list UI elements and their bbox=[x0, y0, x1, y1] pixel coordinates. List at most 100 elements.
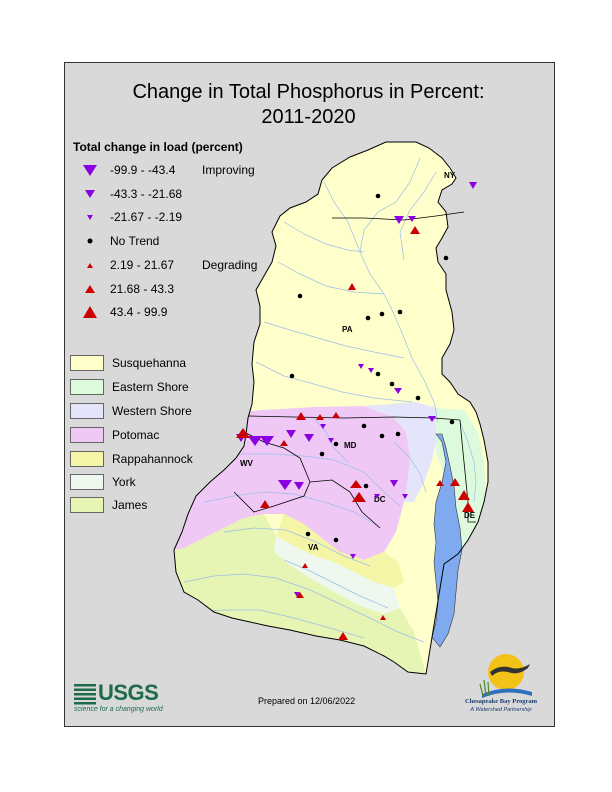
station-degrading-medium bbox=[410, 226, 420, 234]
legend-class-label: -99.9 - -43.4 bbox=[110, 163, 176, 177]
usgs-tagline: science for a changing world bbox=[74, 706, 163, 713]
station-improving-small bbox=[328, 438, 334, 443]
basin-swatch bbox=[70, 403, 104, 419]
station-degrading-small bbox=[316, 414, 324, 420]
station-improving-large bbox=[278, 480, 292, 490]
station-markers bbox=[236, 182, 477, 640]
basin-swatch bbox=[70, 427, 104, 443]
watershed-boundary bbox=[173, 141, 489, 675]
york-region bbox=[274, 536, 400, 614]
basin-swatch bbox=[70, 379, 104, 395]
state-boundaries bbox=[233, 211, 476, 529]
station-improving-small bbox=[320, 424, 326, 429]
station-no-trend bbox=[375, 193, 381, 199]
station-improving-large bbox=[248, 436, 262, 446]
station-improving-medium bbox=[394, 216, 404, 224]
station-degrading-small bbox=[436, 480, 444, 486]
station-improving-small bbox=[394, 388, 402, 394]
legend-class-label: No Trend bbox=[110, 234, 160, 248]
up-triangle-small-icon bbox=[87, 263, 93, 268]
station-degrading-small bbox=[296, 592, 304, 598]
watershed-map: NY PA MD WV DC DE VA bbox=[173, 141, 489, 675]
station-degrading-small bbox=[380, 615, 386, 620]
prepared-date: Prepared on 12/06/2022 bbox=[258, 696, 356, 706]
station-no-trend bbox=[389, 381, 395, 387]
station-no-trend bbox=[319, 451, 325, 457]
station-improving-small bbox=[294, 592, 300, 597]
station-improving-small bbox=[368, 368, 374, 373]
cbp-tagline: A Watershed Partnership bbox=[470, 707, 532, 713]
state-label-de: DE bbox=[464, 511, 476, 520]
usgs-logo-text: USGS bbox=[98, 680, 159, 705]
legend-class-label: 2.19 - 21.67 bbox=[110, 258, 175, 272]
state-label-va: VA bbox=[308, 543, 319, 552]
station-degrading-small bbox=[332, 412, 340, 418]
station-no-trend bbox=[379, 433, 385, 439]
station-no-trend bbox=[415, 395, 421, 401]
station-degrading-medium bbox=[338, 632, 348, 640]
legend-heading: Total change in load (percent) bbox=[73, 140, 243, 154]
station-degrading-medium bbox=[350, 480, 362, 488]
station-degrading-small bbox=[348, 283, 356, 290]
station-no-trend bbox=[375, 371, 381, 377]
station-no-trend bbox=[379, 311, 385, 317]
station-improving-small bbox=[408, 216, 416, 222]
legend-degrading-label: Degrading bbox=[202, 258, 258, 272]
state-label-md: MD bbox=[344, 441, 357, 450]
station-no-trend bbox=[365, 315, 371, 321]
basin-label: Western Shore bbox=[112, 404, 192, 418]
map-title-line1: Change in Total Phosphorus in Percent: bbox=[132, 81, 485, 103]
legend-class-label: -43.3 - -21.68 bbox=[110, 187, 183, 201]
station-degrading-large bbox=[236, 428, 250, 438]
station-no-trend bbox=[363, 483, 369, 489]
up-triangle-large-icon bbox=[83, 306, 97, 318]
station-no-trend bbox=[297, 293, 303, 299]
dot-icon bbox=[87, 238, 93, 244]
station-improving-medium bbox=[294, 482, 304, 490]
legend-class-label: 21.68 - 43.3 bbox=[110, 282, 175, 296]
station-no-trend bbox=[333, 537, 339, 543]
basin-swatch bbox=[70, 355, 104, 371]
basin-swatch bbox=[70, 451, 104, 467]
state-label-ny: NY bbox=[444, 171, 456, 180]
station-improving-medium bbox=[304, 434, 314, 442]
station-degrading-medium bbox=[296, 412, 306, 420]
map-title-line2: 2011-2020 bbox=[261, 106, 356, 128]
basin-label: Eastern Shore bbox=[112, 380, 189, 394]
station-improving-medium bbox=[286, 430, 296, 438]
station-degrading-large bbox=[462, 502, 474, 512]
legend-improving-label: Improving bbox=[202, 163, 255, 177]
usgs-logo-icon bbox=[74, 684, 96, 705]
basin-label: Rappahannock bbox=[112, 452, 193, 466]
station-no-trend bbox=[305, 531, 311, 537]
basin-label: Potomac bbox=[112, 428, 160, 442]
chesapeake-bay-program-logo-icon bbox=[479, 654, 532, 698]
station-no-trend bbox=[333, 441, 339, 447]
station-no-trend bbox=[395, 431, 401, 437]
station-no-trend bbox=[397, 309, 403, 315]
station-improving-small bbox=[402, 494, 408, 499]
cbp-name: Chesapeake Bay Program bbox=[464, 698, 538, 705]
basin-label: Susquehanna bbox=[112, 356, 187, 370]
basin-swatch bbox=[70, 497, 104, 513]
down-triangle-small-icon bbox=[87, 215, 93, 220]
station-degrading-large bbox=[352, 492, 366, 502]
legend-class-label: -21.67 - -2.19 bbox=[110, 210, 183, 224]
station-improving-small bbox=[350, 554, 356, 559]
station-degrading-small bbox=[280, 440, 288, 446]
state-label-wv: WV bbox=[240, 459, 254, 468]
map-title: Change in Total Phosphorus in Percent: 2… bbox=[64, 80, 553, 130]
station-no-trend bbox=[361, 423, 367, 429]
eastern-shore-region bbox=[436, 408, 486, 554]
river-network bbox=[183, 157, 488, 643]
western-shore-region bbox=[364, 402, 438, 502]
station-no-trend bbox=[443, 255, 449, 261]
legend-class-label: 43.4 - 99.9 bbox=[110, 305, 168, 319]
station-improving-small bbox=[428, 416, 436, 422]
up-triangle-medium-icon bbox=[85, 285, 95, 293]
station-improving-medium bbox=[390, 480, 398, 487]
station-degrading-medium bbox=[450, 478, 460, 486]
down-triangle-large-icon bbox=[83, 165, 97, 176]
state-label-dc: DC bbox=[374, 495, 386, 504]
basin-swatch bbox=[70, 474, 104, 490]
